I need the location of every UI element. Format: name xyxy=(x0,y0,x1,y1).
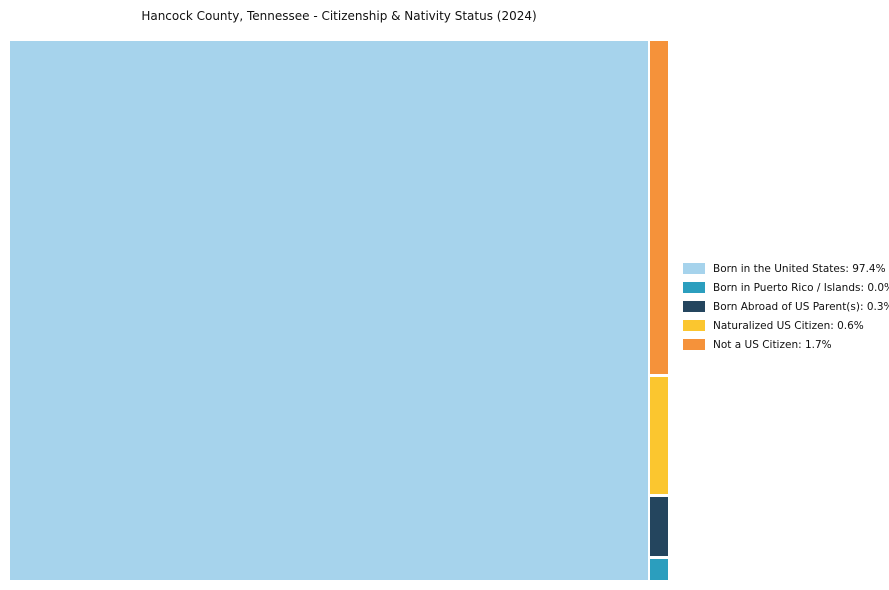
legend-label: Born in Puerto Rico / Islands: 0.0% xyxy=(713,281,889,294)
legend-label: Born in the United States: 97.4% xyxy=(713,262,886,275)
legend-item: Born Abroad of US Parent(s): 0.3% xyxy=(683,300,889,313)
legend-item: Born in the United States: 97.4% xyxy=(683,262,889,275)
legend-item: Not a US Citizen: 1.7% xyxy=(683,338,889,351)
legend-item: Born in Puerto Rico / Islands: 0.0% xyxy=(683,281,889,294)
treemap-rect-not-a-us-citizen xyxy=(650,41,668,374)
legend-swatch xyxy=(683,339,705,350)
legend-label: Not a US Citizen: 1.7% xyxy=(713,338,832,351)
legend-swatch xyxy=(683,263,705,274)
legend-item: Naturalized US Citizen: 0.6% xyxy=(683,319,889,332)
treemap-rect-born-in-the-united-states xyxy=(10,41,648,580)
legend-label: Born Abroad of US Parent(s): 0.3% xyxy=(713,300,889,313)
treemap-rect-born-in-puerto-rico-islands xyxy=(650,559,668,580)
chart-title: Hancock County, Tennessee - Citizenship … xyxy=(141,9,537,23)
treemap-plot xyxy=(10,41,668,580)
legend-label: Naturalized US Citizen: 0.6% xyxy=(713,319,864,332)
legend-swatch xyxy=(683,301,705,312)
treemap-rect-naturalized-us-citizen xyxy=(650,376,668,495)
legend: Born in the United States: 97.4% Born in … xyxy=(683,262,889,351)
legend-swatch xyxy=(683,282,705,293)
legend-swatch xyxy=(683,320,705,331)
treemap-rect-born-abroad-of-us-parent-s xyxy=(650,497,668,556)
